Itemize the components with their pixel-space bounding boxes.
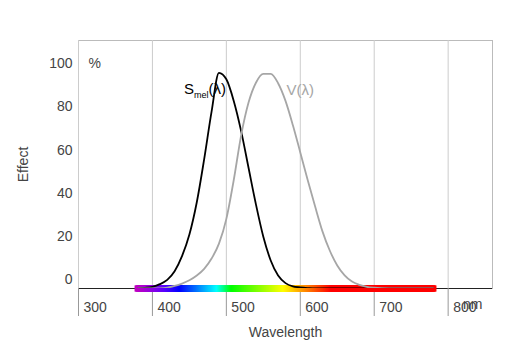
svg-text:V(λ): V(λ): [287, 81, 315, 98]
svg-text:700: 700: [379, 299, 403, 315]
svg-text:%: %: [89, 55, 101, 71]
svg-text:500: 500: [231, 299, 255, 315]
svg-text:100: 100: [49, 55, 73, 71]
svg-text:600: 600: [305, 299, 329, 315]
svg-text:Wavelength: Wavelength: [249, 324, 322, 340]
svg-text:80: 80: [57, 98, 73, 114]
svg-text:Smel(λ): Smel(λ): [184, 80, 226, 100]
svg-text:nm: nm: [463, 296, 482, 312]
svg-text:Effect: Effect: [15, 147, 31, 183]
svg-text:300: 300: [84, 299, 108, 315]
svg-text:20: 20: [57, 228, 73, 244]
svg-text:0: 0: [65, 271, 73, 287]
svg-text:400: 400: [157, 299, 181, 315]
svg-text:60: 60: [57, 142, 73, 158]
svg-text:40: 40: [57, 185, 73, 201]
